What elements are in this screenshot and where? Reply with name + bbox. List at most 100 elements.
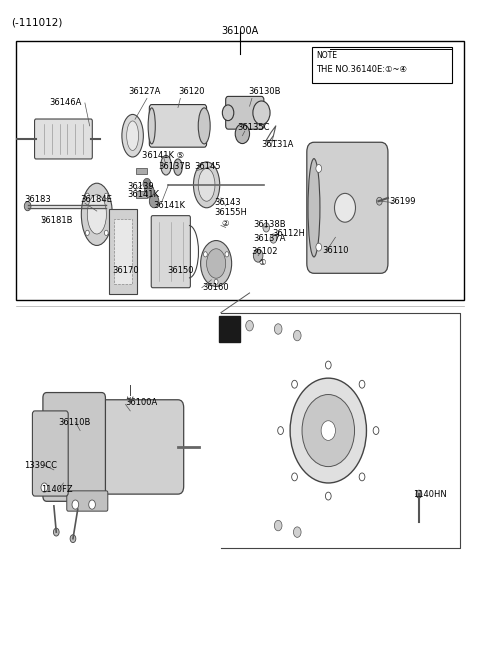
Circle shape <box>89 500 96 509</box>
Circle shape <box>204 251 207 257</box>
Text: 36135C: 36135C <box>238 122 270 132</box>
Text: NOTE: NOTE <box>316 51 337 59</box>
Text: ①: ① <box>258 258 265 266</box>
Circle shape <box>222 105 234 120</box>
Bar <box>136 191 147 198</box>
Circle shape <box>321 420 336 440</box>
Text: 36120: 36120 <box>178 88 204 96</box>
Circle shape <box>325 492 331 500</box>
Circle shape <box>359 380 365 388</box>
Text: 36130B: 36130B <box>249 88 281 96</box>
FancyBboxPatch shape <box>35 119 92 159</box>
Text: 36131A: 36131A <box>262 139 294 149</box>
Text: 36141K: 36141K <box>127 190 159 199</box>
Circle shape <box>225 251 229 257</box>
Circle shape <box>24 201 31 211</box>
Circle shape <box>376 197 382 205</box>
Text: 36145: 36145 <box>195 162 221 171</box>
Ellipse shape <box>201 241 232 286</box>
Circle shape <box>104 193 108 199</box>
Ellipse shape <box>148 108 156 144</box>
Ellipse shape <box>161 155 171 175</box>
Text: 36138B: 36138B <box>253 220 286 229</box>
Ellipse shape <box>206 249 226 278</box>
Bar <box>109 209 137 294</box>
Circle shape <box>70 535 76 543</box>
Circle shape <box>246 320 253 331</box>
Circle shape <box>373 426 379 434</box>
Text: 36184E: 36184E <box>80 195 112 204</box>
Text: 36141K: 36141K <box>153 201 185 211</box>
Circle shape <box>231 317 239 328</box>
Circle shape <box>149 195 159 208</box>
Text: 36110: 36110 <box>322 246 348 255</box>
Text: ②: ② <box>222 219 229 228</box>
Circle shape <box>253 101 270 124</box>
FancyBboxPatch shape <box>226 96 264 129</box>
Text: 36181B: 36181B <box>40 216 73 226</box>
Circle shape <box>325 361 331 369</box>
Text: 36112H: 36112H <box>273 230 305 238</box>
Text: 36141K ⑤: 36141K ⑤ <box>142 151 184 160</box>
Circle shape <box>293 330 301 341</box>
Text: 36183: 36183 <box>24 195 51 204</box>
Text: THE NO.36140E:①~④: THE NO.36140E:①~④ <box>316 65 408 74</box>
Text: 1140HN: 1140HN <box>413 490 446 499</box>
Ellipse shape <box>174 159 182 175</box>
Circle shape <box>335 193 356 222</box>
FancyBboxPatch shape <box>151 216 191 288</box>
Circle shape <box>53 528 59 536</box>
Circle shape <box>143 178 151 189</box>
Circle shape <box>214 279 218 284</box>
Circle shape <box>278 426 283 434</box>
Circle shape <box>416 490 422 498</box>
Text: 36100A: 36100A <box>221 26 259 36</box>
Text: (-111012): (-111012) <box>11 18 62 28</box>
Bar <box>136 168 147 174</box>
Ellipse shape <box>198 108 210 144</box>
Text: 36100A: 36100A <box>125 398 158 407</box>
Text: 1140FZ: 1140FZ <box>41 485 72 494</box>
Text: 36150: 36150 <box>168 266 194 274</box>
Text: 36137A: 36137A <box>253 234 286 243</box>
Circle shape <box>293 527 301 538</box>
FancyBboxPatch shape <box>96 400 184 494</box>
FancyBboxPatch shape <box>43 393 106 501</box>
FancyBboxPatch shape <box>33 411 68 496</box>
Circle shape <box>292 473 298 481</box>
Polygon shape <box>218 316 240 342</box>
Ellipse shape <box>81 183 112 245</box>
Ellipse shape <box>193 162 220 208</box>
Circle shape <box>104 230 108 236</box>
Ellipse shape <box>308 159 320 257</box>
Text: 36170: 36170 <box>112 266 139 274</box>
Circle shape <box>41 483 48 492</box>
Circle shape <box>302 395 355 467</box>
Circle shape <box>235 124 250 143</box>
Circle shape <box>359 473 365 481</box>
Text: 36199: 36199 <box>389 197 415 206</box>
Text: 1339CC: 1339CC <box>24 461 57 470</box>
Text: 36139: 36139 <box>127 182 154 191</box>
FancyBboxPatch shape <box>67 491 108 511</box>
FancyBboxPatch shape <box>307 142 388 273</box>
Ellipse shape <box>198 168 215 201</box>
Circle shape <box>270 234 277 243</box>
Circle shape <box>275 520 282 531</box>
Ellipse shape <box>127 121 139 151</box>
Text: 36137B: 36137B <box>158 162 191 171</box>
Circle shape <box>316 164 322 172</box>
Circle shape <box>103 201 110 211</box>
Text: 36146A: 36146A <box>49 99 82 107</box>
Text: 36143: 36143 <box>215 198 241 207</box>
Circle shape <box>275 324 282 334</box>
Bar <box>16 41 464 299</box>
Circle shape <box>292 380 298 388</box>
Circle shape <box>85 230 89 236</box>
Ellipse shape <box>87 195 107 234</box>
Circle shape <box>263 223 270 232</box>
Text: 36160: 36160 <box>203 283 229 292</box>
Circle shape <box>290 378 366 483</box>
Circle shape <box>253 249 263 262</box>
Text: 36127A: 36127A <box>128 88 160 96</box>
